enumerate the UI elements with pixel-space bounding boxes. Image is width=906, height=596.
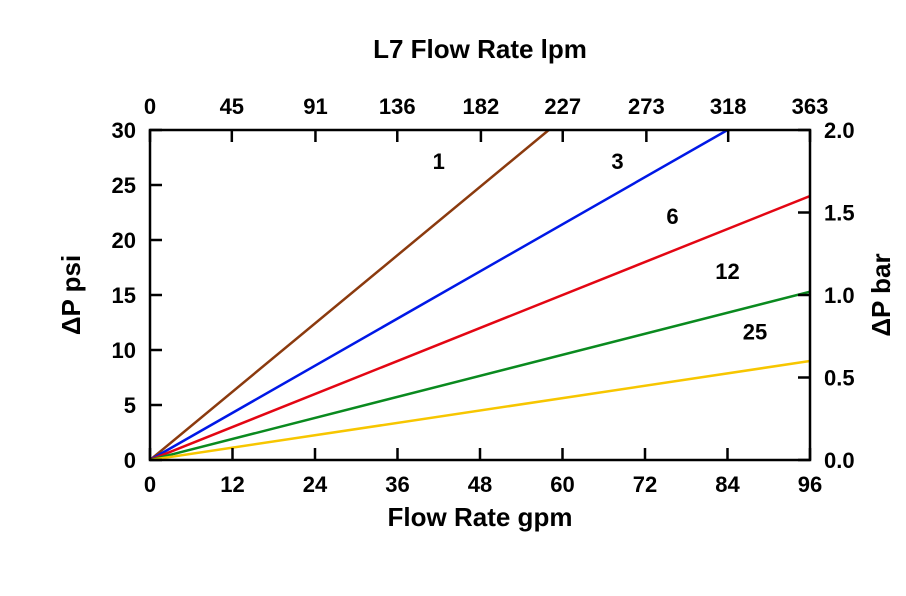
y-right-title: ΔP bar [866,253,896,336]
x-top-tick-label: 182 [463,94,500,119]
x-bottom-tick-label: 72 [633,472,657,497]
x-top-tick-label: 45 [220,94,244,119]
y-left-tick-label: 5 [124,393,136,418]
y-left-tick-label: 25 [112,173,136,198]
x-top-tick-label: 136 [379,94,416,119]
x-bottom-tick-label: 36 [385,472,409,497]
x-top-tick-label: 0 [144,94,156,119]
chart-top-title: L7 Flow Rate lpm [373,34,587,64]
series-label-12: 12 [715,259,739,284]
y-right-tick-label: 0.5 [824,366,855,391]
y-right-tick-label: 0.0 [824,448,855,473]
y-left-tick-label: 30 [112,118,136,143]
y-left-tick-label: 0 [124,448,136,473]
y-right-tick-label: 1.0 [824,283,855,308]
y-left-tick-label: 20 [112,228,136,253]
series-label-25: 25 [743,319,767,344]
x-bottom-tick-label: 84 [715,472,740,497]
x-bottom-tick-label: 96 [798,472,822,497]
y-left-tick-label: 15 [112,283,136,308]
x-bottom-tick-label: 48 [468,472,492,497]
series-label-3: 3 [611,149,623,174]
chart-svg: 136122501224364860728496Flow Rate gpm045… [0,0,906,596]
x-bottom-tick-label: 60 [550,472,574,497]
x-bottom-tick-label: 24 [303,472,328,497]
x-bottom-tick-label: 0 [144,472,156,497]
x-top-tick-label: 227 [544,94,581,119]
x-bottom-tick-label: 12 [220,472,244,497]
x-top-tick-label: 91 [303,94,327,119]
series-label-6: 6 [666,204,678,229]
y-left-title: ΔP psi [56,255,86,335]
chart-container: 136122501224364860728496Flow Rate gpm045… [0,0,906,596]
y-right-tick-label: 1.5 [824,201,855,226]
x-bottom-title: Flow Rate gpm [388,502,573,532]
y-right-tick-label: 2.0 [824,118,855,143]
x-top-tick-label: 363 [792,94,829,119]
y-left-tick-label: 10 [112,338,136,363]
x-top-tick-label: 273 [628,94,665,119]
series-label-1: 1 [433,149,445,174]
x-top-tick-label: 318 [710,94,747,119]
